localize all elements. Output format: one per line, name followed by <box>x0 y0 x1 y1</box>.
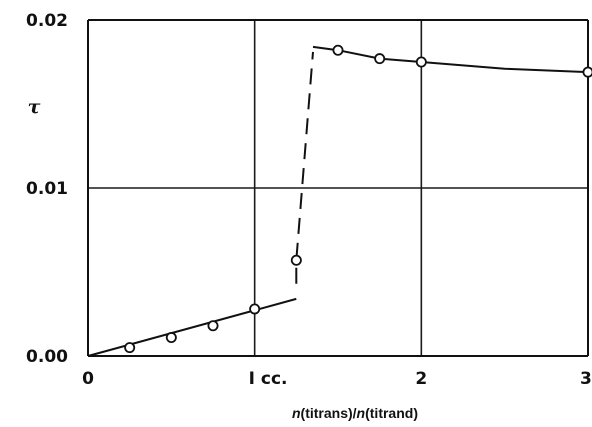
x-tick-label-3: 3 <box>580 369 592 389</box>
grid <box>88 20 588 356</box>
x-axis-label-var1: n <box>292 405 301 421</box>
data-point-3 <box>249 303 261 315</box>
series-lines <box>87 45 589 357</box>
data-point-2 <box>207 320 219 332</box>
data-point-0 <box>124 342 136 354</box>
x-axis-label-part2: (titrand) <box>365 405 418 421</box>
x-axis-label-part1: (titrans)/ <box>301 405 357 421</box>
data-point-7 <box>415 56 427 68</box>
y-tick-label-0: 0.00 <box>26 347 68 367</box>
fit-line-1 <box>295 51 314 284</box>
data-point-4 <box>290 254 302 266</box>
x-tick-label-0: 0 <box>82 369 94 389</box>
x-tick-label-1: I cc. <box>249 369 288 389</box>
fit-line-0 <box>87 297 297 357</box>
data-point-1 <box>165 332 177 344</box>
x-axis-label: n(titrans)/n(titrand) <box>292 405 418 421</box>
x-tick-label-2: 2 <box>415 369 427 389</box>
y-axis-label: τ <box>28 96 41 118</box>
data-point-8 <box>582 66 592 78</box>
data-points <box>124 44 592 354</box>
y-tick-label-1: 0.01 <box>26 179 68 199</box>
tick-labels: 0 I cc. 2 3 0.00 0.01 0.02 <box>26 11 592 389</box>
fit-line-2 <box>312 45 589 74</box>
data-point-5 <box>332 44 344 56</box>
data-point-6 <box>374 53 386 65</box>
y-tick-label-2: 0.02 <box>26 11 68 31</box>
x-axis-label-var2: n <box>357 405 366 421</box>
